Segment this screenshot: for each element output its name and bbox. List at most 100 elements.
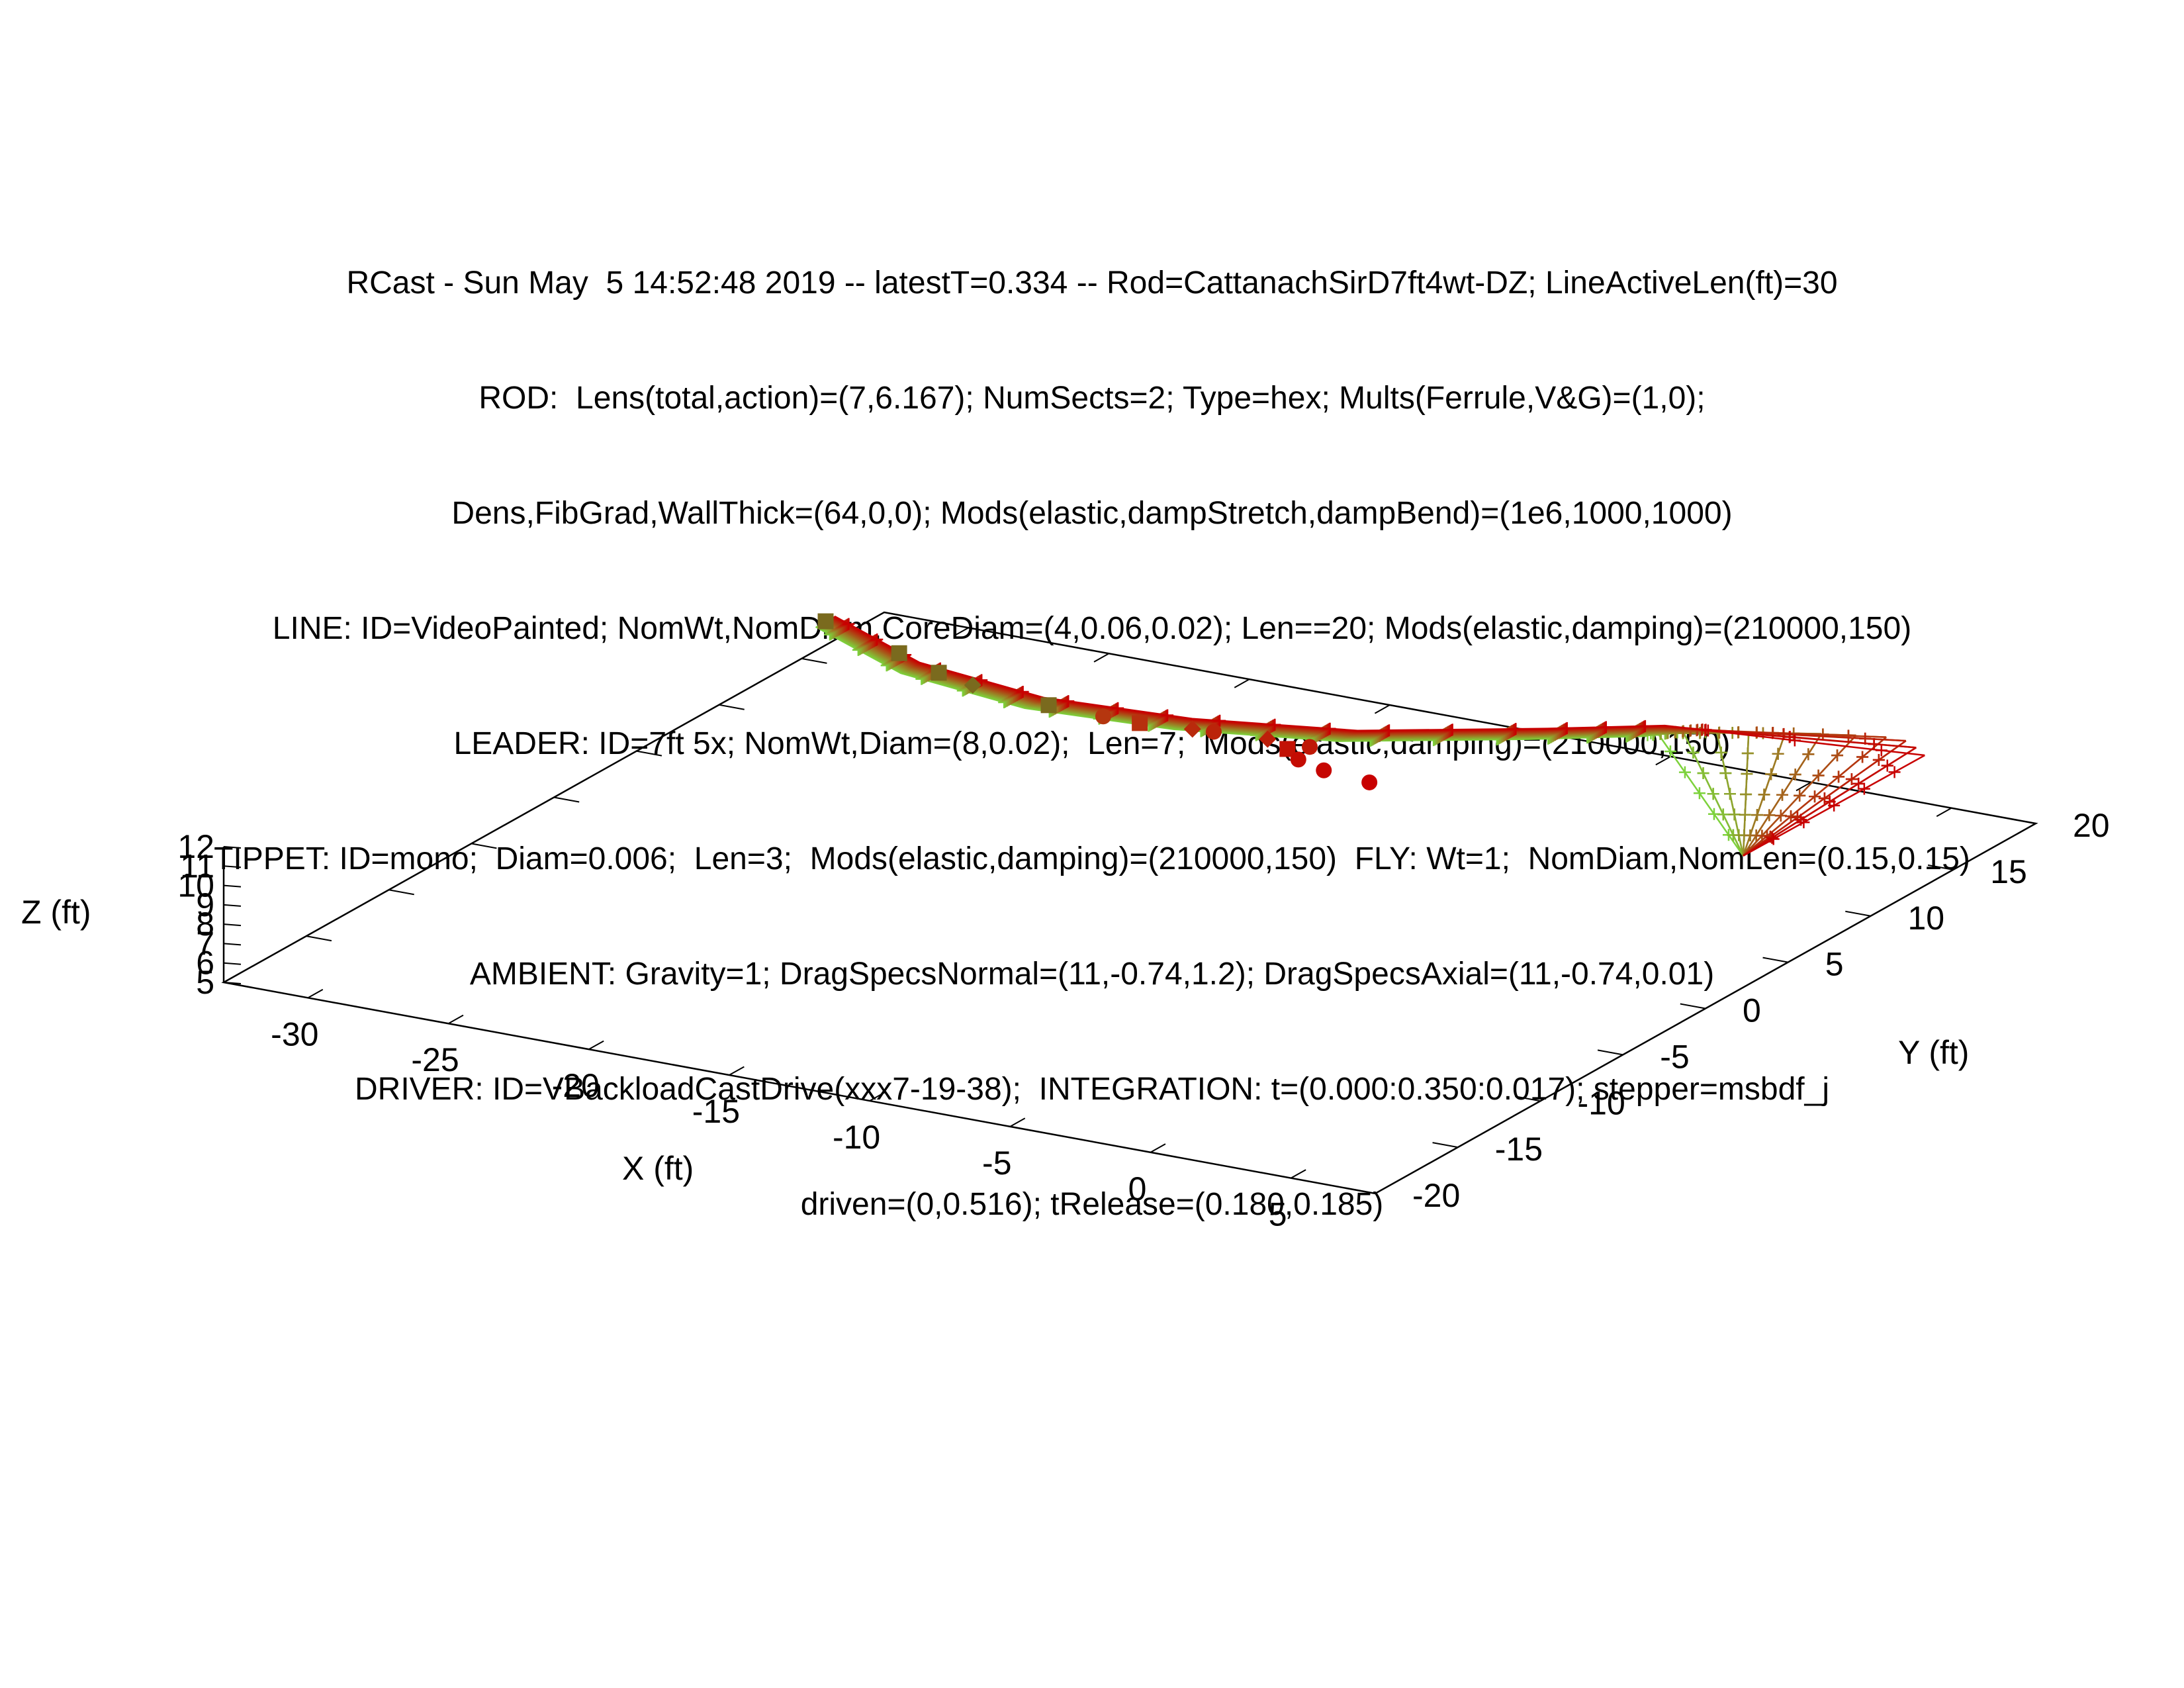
series-line-17 — [832, 616, 1917, 749]
series-0 — [815, 626, 1745, 857]
x-tick-far-5 — [1655, 755, 1671, 766]
rod-point-0-4 — [1678, 766, 1691, 778]
y-tick-label-4: 0 — [1743, 992, 1761, 1029]
z-tick-label-7: 12 — [177, 828, 214, 865]
base-plane-border — [221, 611, 2038, 1195]
series-line-18 — [833, 616, 1917, 749]
marker-diamond-9 — [1259, 730, 1277, 748]
y-tick-far-6 — [719, 704, 745, 710]
z-tick-label-4: 9 — [196, 886, 214, 923]
y-tick-label-0: -20 — [1412, 1177, 1460, 1214]
y-tick-0 — [1349, 1188, 1376, 1194]
x-tick-label-2: -20 — [552, 1067, 600, 1104]
series-point-19-2-2 — [1161, 709, 1174, 722]
marker-diamond-7 — [1183, 720, 1201, 738]
y-tick-label-3: -5 — [1660, 1038, 1689, 1075]
rod-point-14-2 — [1785, 810, 1797, 823]
series-4 — [819, 624, 1745, 857]
x-tick-label-5: -5 — [982, 1145, 1011, 1182]
marker-square-1 — [891, 645, 907, 661]
rod-point-10-5 — [1802, 748, 1815, 761]
rod-point-19-3 — [1828, 799, 1841, 812]
series-point-19-5-1 — [1600, 721, 1612, 733]
title-line-3: Dens,FibGrad,WallThick=(64,0,0); Mods(el… — [451, 496, 1733, 531]
title-line-1: RCast - Sun May 5 14:52:48 2019 -- lates… — [346, 265, 1838, 301]
z-tick-label-1: 6 — [196, 945, 214, 982]
rod-point-2-3 — [1707, 788, 1719, 800]
series-point-19-4-2 — [1510, 723, 1522, 735]
rod-point-16-4 — [1845, 773, 1858, 786]
x-tick-6 — [1150, 1143, 1166, 1153]
y-tick-far-1 — [306, 935, 332, 942]
marker-circle-5 — [1095, 708, 1111, 725]
marker-circle-10 — [1302, 739, 1318, 755]
rod-point-10-2 — [1763, 809, 1776, 821]
marker-diamond-3 — [964, 676, 981, 694]
rod-point-8-2 — [1751, 809, 1764, 821]
z-tick-5 — [223, 884, 242, 888]
rod-point-19-2 — [1797, 816, 1810, 829]
x-tick-0 — [307, 988, 324, 999]
series-point-19-3-1 — [1269, 718, 1281, 731]
series-5 — [820, 623, 1754, 856]
z-tick-2 — [223, 943, 242, 946]
rod-point-18-4 — [1852, 777, 1865, 790]
z-tick-label-0: 5 — [196, 964, 214, 1001]
y-tick-8 — [2010, 818, 2036, 824]
series-point-19-0-0 — [842, 618, 855, 630]
rod-point-19-1 — [1767, 833, 1780, 845]
x-tick-far-7 — [1936, 807, 1952, 818]
rod-point-19-4 — [1858, 782, 1870, 795]
series-point-19-3-0 — [1214, 714, 1226, 727]
series-point-19-6-2 — [1875, 744, 1888, 757]
series-point-19-5-0 — [1561, 722, 1573, 734]
y-tick-far-3 — [471, 843, 497, 849]
rod-point-4-2 — [1728, 808, 1741, 821]
series-3 — [818, 624, 1745, 857]
series-line-13 — [828, 618, 1887, 738]
x-tick-4 — [869, 1092, 886, 1102]
rod-point-10-3 — [1776, 788, 1788, 801]
y-tick-label-6: 10 — [1908, 900, 1945, 937]
marker-circle-14 — [1361, 774, 1378, 790]
series-line-16 — [831, 617, 1906, 742]
x-tick-label-6: 0 — [1128, 1170, 1147, 1207]
z-tick-label-5: 10 — [177, 867, 214, 904]
x-tick-far-3 — [1374, 704, 1390, 714]
rod-point-14-5 — [1856, 751, 1869, 763]
series-point-19-4-1 — [1446, 724, 1459, 736]
marker-square-2 — [931, 665, 947, 681]
plot-frame — [221, 611, 2038, 1195]
title-line-9: driven=(0,0.516); tRelease=(0.180,0.185) — [800, 1187, 1384, 1222]
z-axis-label: Z (ft) — [21, 894, 91, 931]
x-tick-label-3: -15 — [692, 1093, 740, 1130]
x-tick-2 — [588, 1040, 604, 1051]
series-point-19-6-1 — [1788, 734, 1801, 747]
x-tick-7 — [1291, 1169, 1306, 1179]
x-tick-1 — [448, 1014, 464, 1025]
z-tick-3 — [223, 923, 242, 927]
series-line-14 — [829, 618, 1887, 738]
y-axis-label: Y (ft) — [1898, 1034, 1969, 1071]
z-tick-label-2: 7 — [196, 925, 214, 962]
rod-point-2-5 — [1687, 746, 1700, 759]
rod-point-12-5 — [1831, 749, 1844, 762]
series-group — [815, 615, 1925, 857]
series-point-16-6-1 — [1778, 727, 1790, 740]
series-point-19-4-0 — [1383, 724, 1395, 737]
z-tick-0 — [223, 982, 242, 984]
rod-point-8-4 — [1765, 768, 1778, 780]
title-line-2: ROD: Lens(total,action)=(7,6.167); NumSe… — [478, 381, 1706, 416]
x-tick-3 — [729, 1066, 745, 1076]
y-tick-5 — [1762, 957, 1788, 963]
series-point-19-5-2 — [1639, 720, 1651, 732]
rod-point-4-5 — [1715, 746, 1727, 759]
y-tick-7 — [1927, 864, 1954, 870]
marker-square-4 — [1040, 697, 1057, 714]
marker-group — [817, 613, 1378, 790]
rod-point-2-4 — [1697, 767, 1709, 780]
x-tick-label-4: -10 — [833, 1119, 880, 1156]
rod-point-4-3 — [1724, 788, 1736, 800]
rod-point-8-5 — [1772, 747, 1784, 760]
x-tick-far-6 — [1796, 781, 1811, 792]
